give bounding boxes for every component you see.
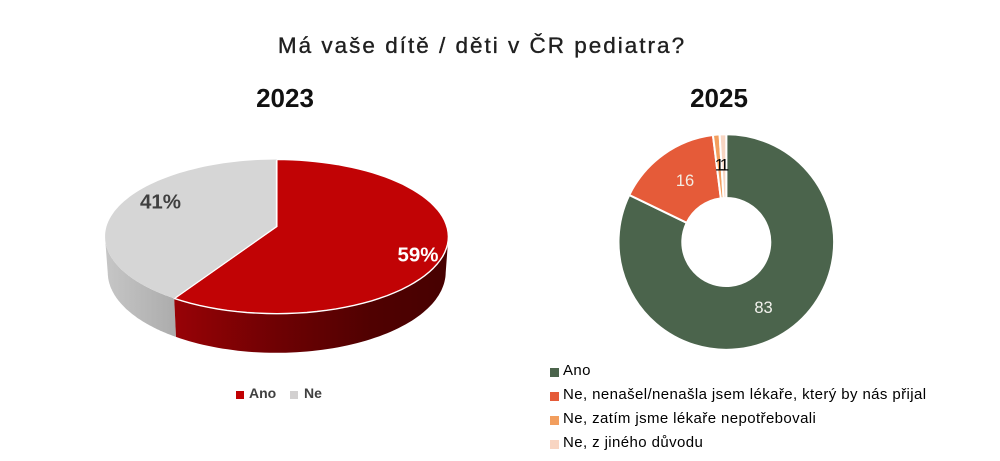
svg-text:1: 1 bbox=[715, 156, 724, 175]
svg-text:83: 83 bbox=[754, 299, 772, 317]
svg-text:16: 16 bbox=[676, 172, 694, 190]
svg-text:41%: 41% bbox=[140, 191, 181, 214]
svg-text:1: 1 bbox=[720, 156, 729, 175]
svg-text:59%: 59% bbox=[397, 244, 438, 267]
